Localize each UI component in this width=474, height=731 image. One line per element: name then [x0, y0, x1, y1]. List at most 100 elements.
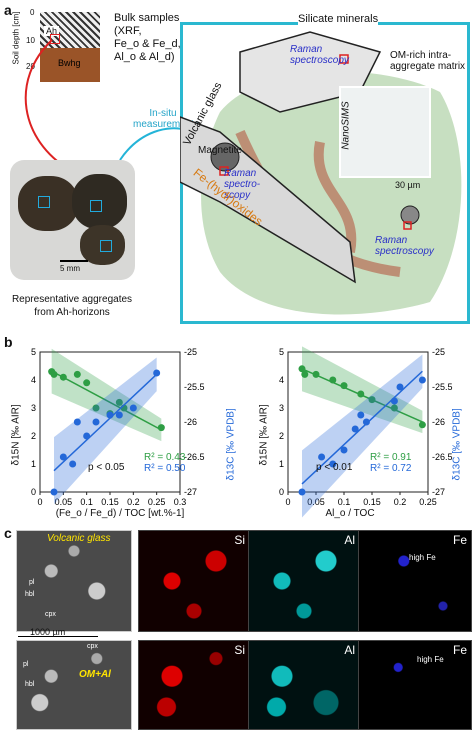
right-chart-point [362, 418, 370, 426]
left-chart-point [59, 453, 67, 461]
right-chart-xtick-label: 0.25 [419, 497, 437, 507]
left-chart-ytick-left-label: 3 [31, 403, 36, 413]
scale-label-30um: 30 µm [395, 180, 421, 190]
scale-bar-1000um [18, 636, 98, 637]
raman-box-1 [339, 54, 349, 64]
panel-b-letter: b [4, 334, 13, 350]
left-chart-point [157, 424, 165, 432]
raman-label-1: Raman spectroscopy [290, 44, 349, 66]
right-chart-point [357, 390, 365, 398]
right-chart-point [418, 421, 426, 429]
left-chart-ytick-right-label: -26 [184, 417, 197, 427]
sample-box [50, 34, 60, 44]
row2-bse: OM+Al cpx hbl pl [16, 640, 132, 730]
bwhg-horizon [40, 48, 100, 82]
row2-fe-label: Fe [452, 643, 467, 657]
right-ylabel-c: δ13C [‰ VPDB] [451, 408, 463, 481]
left-chart-point [73, 418, 81, 426]
left-chart-ytick-left-label: 0 [31, 487, 36, 497]
left-chart-ytick-right-label: -25.5 [184, 382, 205, 392]
om-rich-label: OM-rich intra-aggregate matrix [390, 50, 466, 72]
right-chart-confidence-band [302, 354, 423, 518]
bulk-line-4: Al_o & Al_d) [114, 51, 175, 63]
right-chart-point [301, 370, 309, 378]
left-chart-xtick-label: 0.3 [174, 497, 187, 507]
left-p-value: p < 0.05 [88, 462, 125, 473]
nanosims-label: NanoSIMS [340, 101, 352, 150]
left-ylabel-n: δ15N [‰ AIR] [10, 404, 22, 466]
aggregate-3 [80, 225, 125, 265]
right-chart-point [329, 376, 337, 384]
right-chart-point [396, 383, 404, 391]
left-chart-point [83, 379, 91, 387]
row2-high-fe: high Fe [417, 655, 444, 664]
right-chart-ytick-right-label: -25.5 [432, 382, 453, 392]
aggregate-photo: 5 mm [10, 160, 135, 280]
left-chart-point [129, 404, 137, 412]
right-chart-ytick-right-label: -26 [432, 417, 445, 427]
right-chart-xtick-label: 0.2 [394, 497, 407, 507]
left-chart-ytick-right-label: -27 [184, 487, 197, 497]
magnetite-crystal-2 [400, 205, 420, 225]
left-chart-xtick-label: 0.15 [101, 497, 119, 507]
left-chart-ytick-left-label: 4 [31, 375, 36, 385]
left-chart-point [92, 418, 100, 426]
row2-tag-hbl: hbl [25, 681, 35, 688]
right-chart-xtick-label: 0 [285, 497, 290, 507]
right-ylabel-n: δ15N [‰ AIR] [258, 404, 270, 466]
left-chart-ytick-left-label: 5 [31, 347, 36, 357]
bwhg-label: Bwhg [58, 58, 81, 68]
left-r2-green: R² = 0.43 [144, 452, 186, 463]
right-r2-green: R² = 0.91 [370, 452, 412, 463]
bulk-line-3: Fe_o & Fe_d, [114, 38, 181, 50]
panel-c-letter: c [4, 525, 12, 541]
left-chart-ytick-right-label: -26.5 [184, 452, 205, 462]
ah-label: Ah [44, 26, 60, 36]
chart-left: 0 0.05 0.1 0.15 0.2 0.25 0.3 0 1 2 3 4 5 -25 -25.5 -26 -… [31, 347, 205, 507]
raman-label-2: Raman spectro-scopy [224, 168, 261, 201]
left-chart-confidence-band [54, 357, 157, 505]
left-chart-point [59, 373, 67, 381]
cyan-arrow [119, 127, 186, 161]
row1-high-fe: high Fe [409, 553, 436, 562]
right-chart-fit-line [301, 370, 423, 485]
right-chart-xtick-label: 0.1 [338, 497, 351, 507]
row2-fe: Fe high Fe [358, 640, 472, 730]
row2-tag-cpx: cpx [87, 643, 98, 650]
left-chart-point [106, 411, 114, 419]
right-chart-ytick-right-label: -25 [432, 347, 445, 357]
right-chart-frame [287, 351, 429, 493]
right-chart-point [357, 411, 365, 419]
right-chart-ytick-left-label: 1 [279, 459, 284, 469]
cyan-box-1 [38, 196, 50, 208]
right-chart-ytick-left-label: 3 [279, 403, 284, 413]
row1-bse: Volcanic glass pl hbl cpx [16, 530, 132, 632]
left-chart-point [50, 488, 58, 496]
schematic [180, 31, 462, 315]
right-chart-point [351, 425, 359, 433]
row2-tag-pl: pl [23, 661, 29, 668]
bulk-line-2: (XRF, [114, 25, 142, 37]
row2-al-label: Al [344, 643, 355, 657]
raman-box-3 [403, 221, 412, 230]
right-chart-xtick-label: 0.15 [363, 497, 381, 507]
right-chart-point [390, 397, 398, 405]
aggregate-2 [72, 174, 127, 229]
right-chart-xtick-label: 0.05 [307, 497, 325, 507]
depth-tick-20: 20 [26, 62, 35, 71]
left-chart-point [50, 370, 58, 378]
row1-al: Al [248, 530, 360, 632]
aggregate-1 [18, 176, 78, 231]
right-chart-ytick-left-label: 0 [279, 487, 284, 497]
left-chart-fit-line [53, 373, 158, 472]
left-chart-xtick-label: 0.05 [55, 497, 73, 507]
right-chart-point [329, 460, 337, 468]
scale-bar-5mm [60, 260, 88, 262]
right-chart-confidence-band [302, 346, 423, 434]
left-r2-blue: R² = 0.50 [144, 463, 186, 474]
red-arrow [24, 39, 71, 171]
right-r2-blue: R² = 0.72 [370, 463, 412, 474]
right-chart-ytick-left-label: 5 [279, 347, 284, 357]
row1-al-label: Al [344, 533, 355, 547]
left-chart-point [153, 369, 161, 377]
